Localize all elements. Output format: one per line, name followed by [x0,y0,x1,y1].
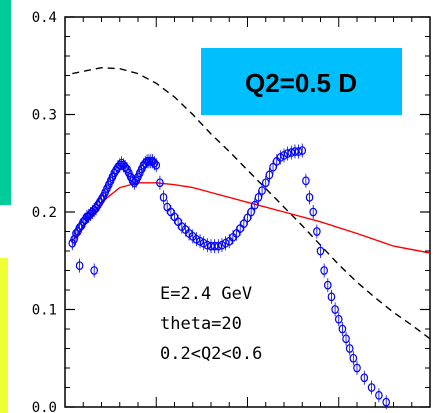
data-point [302,176,310,186]
data-point [320,266,328,275]
data-point [159,192,168,202]
data-point [128,176,137,186]
data-point [349,353,358,363]
data-point [210,241,219,251]
y-tick-label: 0.1 [32,303,57,319]
data-point [338,324,347,334]
model-curve [71,182,431,254]
data-point [72,229,80,238]
data-point [360,373,369,383]
data-point [258,186,266,195]
y-tick-label: 0.4 [32,10,57,26]
data-point [294,147,303,156]
data-point [276,152,285,162]
data-point [75,223,84,233]
data-points [68,143,391,410]
y-tick-label: 0.3 [32,108,57,124]
data-point [280,151,288,160]
data-point [291,147,299,156]
data-point [375,390,383,400]
curve-solid-line [71,182,431,254]
data-point [269,162,277,172]
chart-title: Q2=0.5 D [245,68,357,98]
data-point [254,192,263,202]
annotation-q2-range: 0.2<Q2<0.6 [160,344,262,364]
data-point [240,219,248,229]
y-axis: 0.0 0.1 0.2 0.3 0.4 [32,10,431,413]
data-point [90,266,99,275]
y-tick-label: 0.2 [32,205,57,221]
data-point [150,158,159,168]
data-point [283,149,292,158]
data-point [334,314,343,324]
data-point [121,162,130,172]
data-point [367,383,376,392]
data-point [316,246,325,256]
data-point [313,227,321,236]
data-point [75,261,84,271]
data-point [214,241,223,251]
data-point [251,200,259,210]
data-point [192,234,201,244]
data-point [196,236,204,246]
data-point [265,170,274,180]
data-point [152,160,161,170]
annotation-energy: E=2.4 GeV [160,284,252,304]
data-point [323,280,332,290]
data-point [261,178,270,188]
data-point [287,148,296,157]
data-point [382,397,391,407]
data-point [243,213,252,223]
data-point [199,238,208,248]
data-point [342,334,350,344]
data-point [327,292,336,302]
data-point [70,234,78,244]
left-bar-bottom [0,258,8,413]
data-point [156,178,164,188]
y-tick-label: 0.0 [32,400,57,413]
data-point [331,305,339,314]
data-point [207,241,215,251]
data-point [309,207,318,217]
title-box-bg [201,48,402,115]
annotation-theta: theta=20 [160,314,242,334]
title-box: Q2=0.5 D [201,48,402,115]
data-point [298,146,307,155]
data-point [353,363,361,373]
curve-dashed-line [72,66,431,340]
dashed-curve [72,66,431,340]
data-point [345,344,354,353]
data-point [305,192,314,202]
left-bar-top [0,0,11,205]
data-point [247,207,255,217]
data-point [221,238,230,248]
data-point [218,240,226,250]
data-point [130,178,139,188]
data-point [203,240,212,250]
